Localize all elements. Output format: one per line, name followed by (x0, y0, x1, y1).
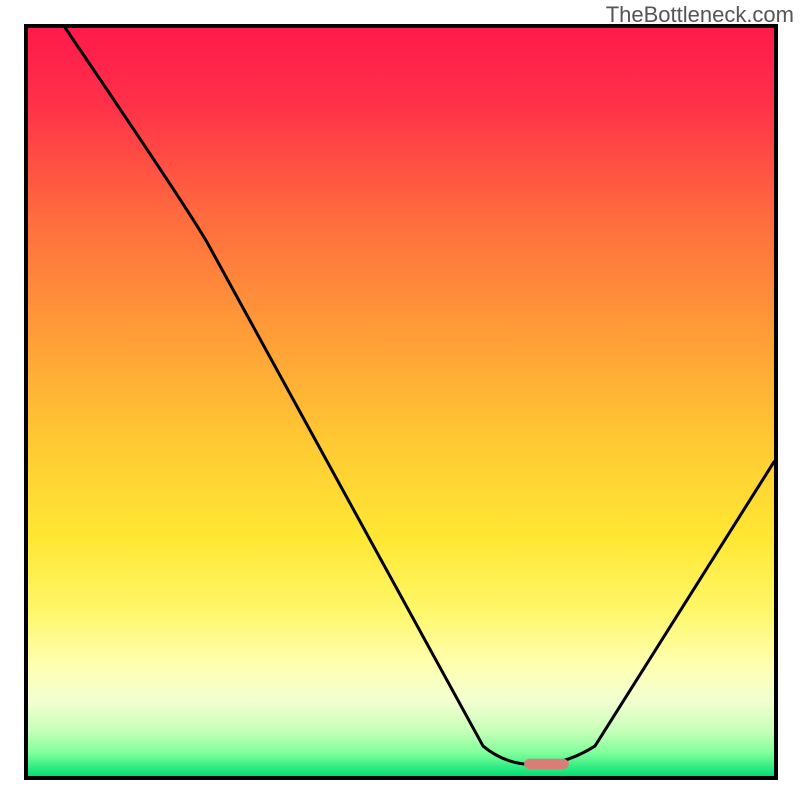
chart-container: TheBottleneck.com (0, 0, 800, 800)
bottleneck-chart (0, 0, 800, 800)
watermark: TheBottleneck.com (606, 2, 794, 28)
optimal-point-marker (524, 759, 569, 769)
